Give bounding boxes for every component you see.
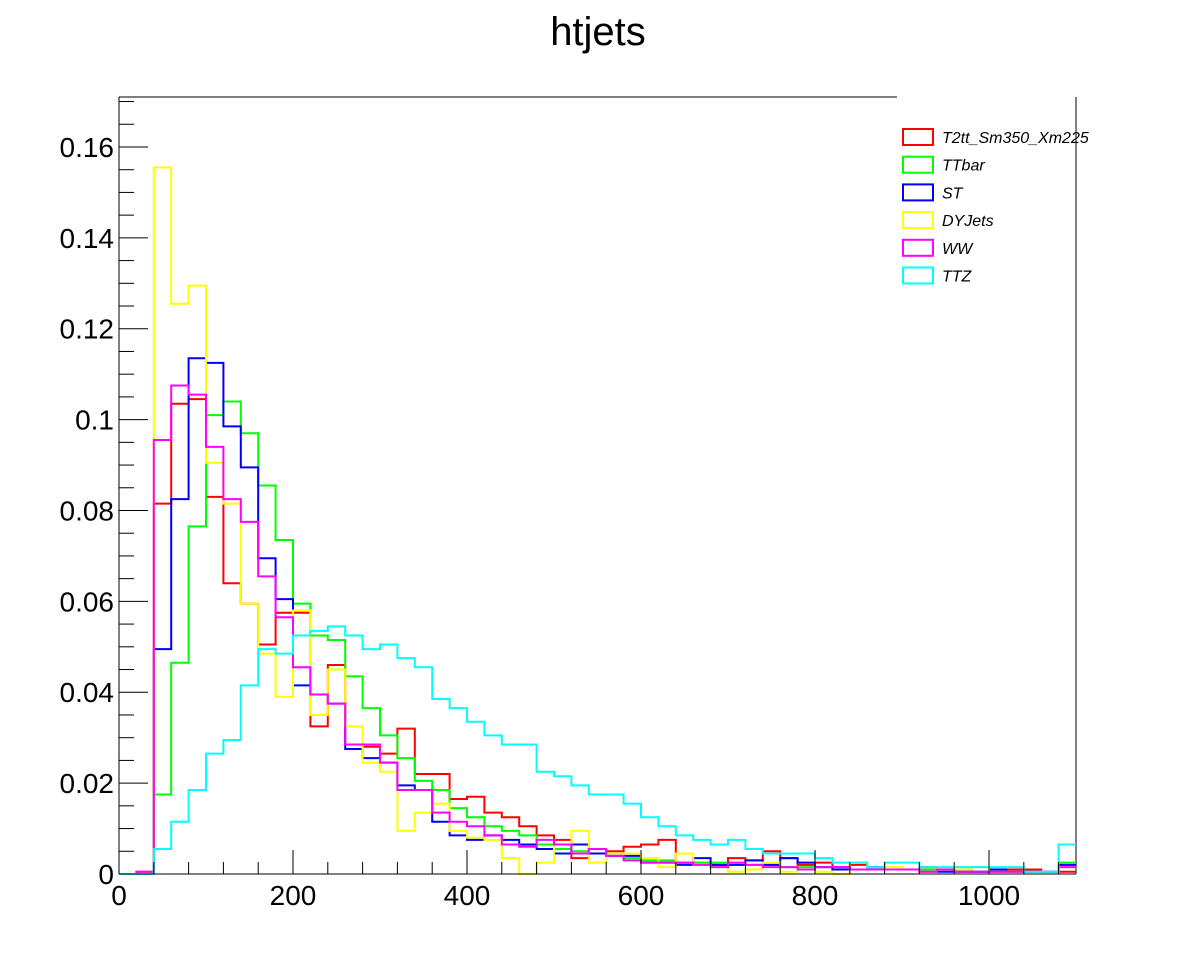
legend-swatch [902,238,934,257]
y-tick-label: 0.1 [75,405,114,436]
x-tick-label: 600 [618,880,665,911]
y-tick-label: 0.06 [60,586,115,617]
legend-swatch [902,128,934,146]
legend-swatch [902,266,934,285]
chart-title: htjets [550,10,646,54]
legend-swatch [902,211,934,230]
y-tick-label: 0.14 [60,223,115,254]
legend-entry-label: TTbar [942,158,985,175]
series-line-ww [119,384,1076,875]
legend-swatch [902,155,934,174]
y-tick-label: 0.02 [60,768,115,799]
y-tick-label: 0.04 [60,677,115,708]
y-tick-label: 0 [98,859,114,890]
legend: T2tt_Sm350_Xm225 TTbar ST DYJets WW TTZ [902,128,1089,286]
series-line-ttz [119,625,1076,875]
x-tick-label: 400 [444,880,491,911]
series-line-dyjets [119,166,1076,875]
y-tick-label: 0.12 [60,314,115,345]
axis-layer: 0 200 400 600 800 1000 0 0.02 0.04 0.06 0.08 0.1 0.1… [60,97,1076,911]
series-layer [119,166,1076,875]
series-line-t2tt-sm350-xm225 [119,398,1076,875]
legend-entry-label: T2tt_Sm350_Xm225 [942,130,1089,147]
x-tick-label: 0 [111,880,127,911]
series-line-ttbar [119,400,1076,875]
legend-entry-label: DYJets [942,213,994,230]
y-tick-label: 0.08 [60,495,115,526]
series-line-st [119,357,1076,875]
legend-swatch [902,183,934,202]
x-tick-label: 1000 [958,880,1020,911]
legend-entry-label: TTZ [942,269,973,286]
x-tick-label: 800 [792,880,839,911]
legend-entry-label: ST [942,185,964,202]
x-tick-label: 200 [270,880,317,911]
legend-entry-label: WW [942,241,974,258]
y-tick-label: 0.16 [60,132,115,163]
plot-frame [119,96,1077,874]
